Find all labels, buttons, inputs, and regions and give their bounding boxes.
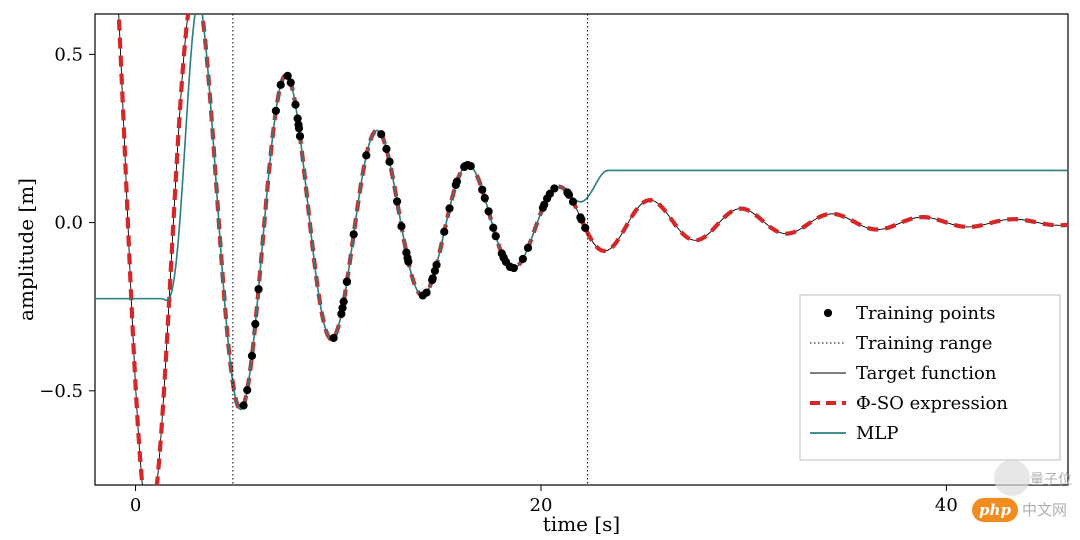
training-point [382,145,390,153]
training-point [524,244,532,252]
training-point [393,197,401,205]
watermark-circle-icon [994,460,1030,496]
training-point [296,132,304,140]
training-point [550,184,558,192]
legend-label: Φ-SO expression [856,393,1008,414]
training-point [519,255,527,263]
legend-marker-points-icon [824,309,832,317]
legend-label: Training range [856,333,992,354]
x-tick-label: 0 [130,495,141,516]
training-point [254,285,262,293]
training-point [239,401,247,409]
training-point [453,178,461,186]
training-point [577,215,585,223]
training-point [492,232,500,240]
training-point [397,222,405,230]
training-point [277,81,285,89]
legend-label: Training points [856,303,995,324]
training-point [272,107,280,115]
watermark-sub: 量子位 [1030,472,1072,488]
chart-svg: 02040−0.50.00.5time [s]amplitude [m]Trai… [0,0,1080,540]
legend-label: Target function [856,363,997,384]
training-point [500,254,508,262]
training-point [377,130,385,138]
training-point [539,204,547,212]
training-points-group [239,72,589,410]
training-point [429,274,437,282]
x-tick-label: 40 [935,495,958,516]
training-point [385,158,393,166]
training-point [489,224,497,232]
training-point [350,230,358,238]
training-point [481,194,489,202]
training-point [338,304,346,312]
training-point [419,291,427,299]
training-point [343,277,351,285]
training-point [445,204,453,212]
training-point [251,320,259,328]
x-axis-label: time [s] [543,512,620,536]
chart-container: 02040−0.50.00.5time [s]amplitude [m]Trai… [0,0,1080,540]
training-point [294,121,302,129]
training-point [510,264,518,272]
training-point [569,198,577,206]
watermark-brand: php [979,501,1011,519]
training-point [440,228,448,236]
training-point [563,188,571,196]
training-point [243,386,251,394]
watermark: 量子位 php 中文网 [972,460,1072,522]
training-point [432,261,440,269]
y-tick-label: 0.5 [54,44,83,65]
training-point [291,101,299,109]
training-point [460,163,468,171]
training-point [581,224,589,232]
training-point [248,352,256,360]
training-point [330,334,338,342]
y-tick-label: 0.0 [54,213,83,234]
training-point [362,151,370,159]
training-point [403,254,411,262]
y-axis-label: amplitude [m] [14,178,38,321]
training-point [485,207,493,215]
legend-label: MLP [856,423,899,444]
legend: Training points Training range Target func… [800,295,1060,460]
watermark-suffix: 中文网 [1022,501,1067,519]
y-tick-label: −0.5 [39,381,83,402]
training-point [478,186,486,194]
training-point [284,72,292,80]
